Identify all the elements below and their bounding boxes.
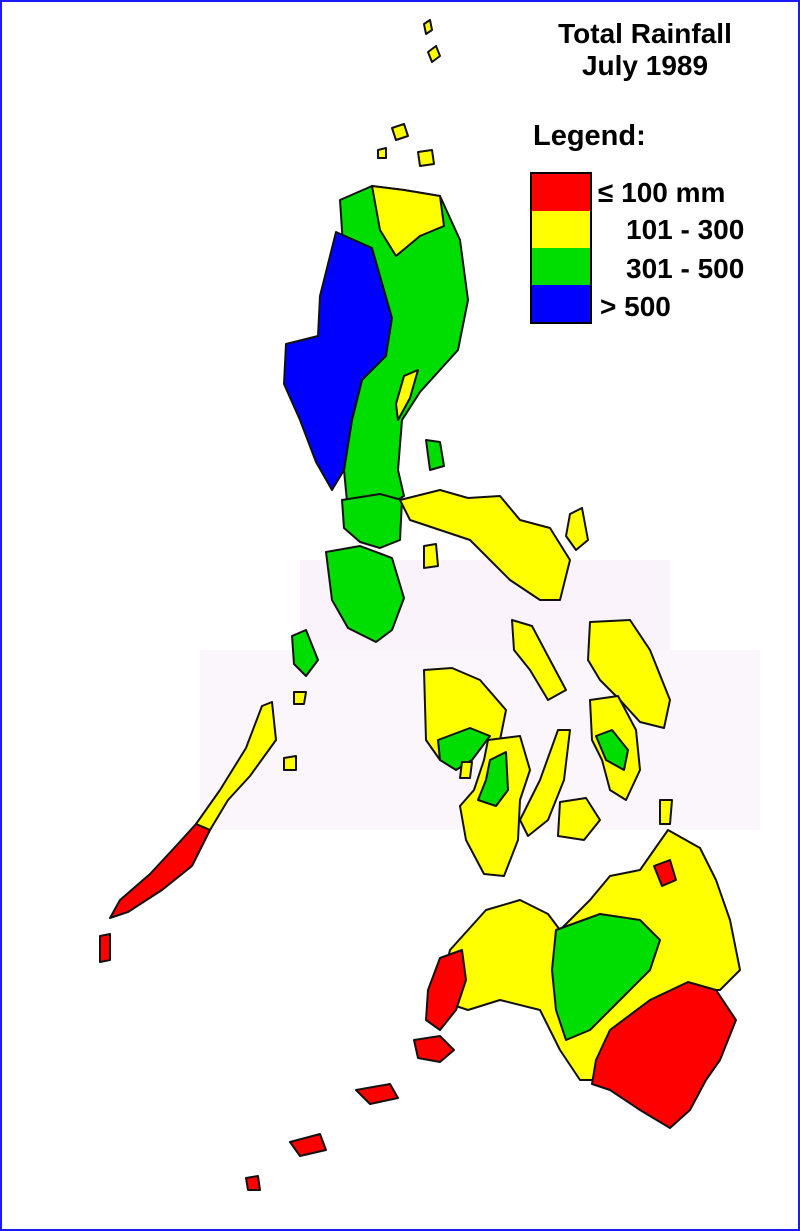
island-batanes [423, 19, 433, 35]
island-bohol [557, 797, 601, 841]
island-palawan-red [109, 823, 211, 919]
island-balabac [99, 933, 111, 963]
region-surigao-red [653, 859, 677, 887]
island-negros-green [477, 751, 509, 807]
region-ilocos-blue [283, 231, 393, 491]
island-samar-yellow [587, 619, 671, 729]
legend-swatch-yellow [532, 211, 590, 249]
island-islet [659, 799, 673, 825]
island-palawan-yellow [195, 701, 277, 831]
island-polillo [425, 439, 445, 471]
region-zamboanga-red [425, 949, 467, 1031]
region-davao-red [591, 981, 737, 1129]
region-central-luzon-green [341, 493, 403, 549]
region-cagayan-yellow [371, 185, 445, 257]
island-palawan-north-green [291, 629, 319, 677]
legend-swatch-red [532, 174, 590, 212]
island-islet [293, 691, 307, 705]
island-mindoro-green [325, 545, 405, 643]
region-bicol-yellow [399, 489, 571, 601]
island-marinduque [423, 543, 439, 569]
island-babuyan [377, 147, 387, 159]
island-tawi-tawi [289, 1133, 327, 1157]
island-masbate [511, 619, 567, 701]
legend-swatch-column [530, 172, 592, 324]
island-batanes [427, 45, 441, 63]
region-aurora-yellow [395, 369, 419, 421]
island-catanduanes [565, 507, 589, 551]
island-guimaras [459, 761, 473, 779]
island-panay-green [437, 727, 491, 771]
map-title-line2: July 1989 [581, 50, 709, 81]
map-title: Total Rainfall July 1989 [520, 18, 770, 82]
legend-label-101-300: 101 - 300 [626, 214, 745, 245]
island-leyte-green [595, 729, 629, 771]
region-mindanao-green [551, 913, 661, 1041]
island-cebu [519, 729, 571, 837]
map-title-line1: Total Rainfall [558, 18, 732, 49]
legend-label-gt-500: > 500 [600, 291, 671, 322]
legend-label-le-100: ≤ 100 mm [598, 177, 726, 208]
legend-heading: Legend: [533, 120, 646, 152]
island-sulu-islet [245, 1175, 261, 1191]
island-islet [283, 755, 297, 771]
island-jolo [355, 1083, 399, 1105]
island-basilan [413, 1035, 455, 1063]
legend-label-301-500: 301 - 500 [626, 253, 745, 284]
legend-swatch-blue [532, 285, 590, 322]
legend-swatch-green [532, 248, 590, 286]
island-babuyan [391, 123, 409, 141]
island-babuyan [417, 149, 435, 167]
